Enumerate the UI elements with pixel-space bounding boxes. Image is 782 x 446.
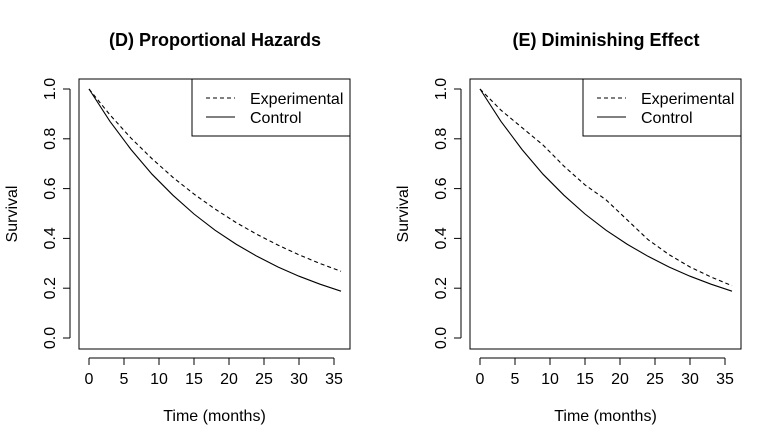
y-tick-label: 0.2 xyxy=(433,277,450,299)
chart-title: (D) Proportional Hazards xyxy=(109,30,321,50)
x-tick-label: 35 xyxy=(325,371,343,388)
y-tick-label: 0.0 xyxy=(433,327,450,349)
x-tick-label: 25 xyxy=(646,371,664,388)
legend: Experimental Control xyxy=(191,78,351,137)
chart-panel-0: (D) Proportional Hazards 0 5 10 15 20 25 30 35 0.… xyxy=(4,30,351,425)
legend-label-experimental: Experimental xyxy=(641,91,734,108)
series-line-experimental xyxy=(88,88,342,272)
x-tick-label: 35 xyxy=(716,371,734,388)
x-tick-label: 15 xyxy=(185,371,203,388)
legend-box xyxy=(582,78,742,137)
x-tick-label: 5 xyxy=(120,371,129,388)
x-tick-label: 0 xyxy=(476,371,485,388)
x-tick-label: 0 xyxy=(85,371,94,388)
plot-frame xyxy=(78,78,351,350)
y-tick-label: 0.4 xyxy=(42,227,59,249)
y-tick-label: 1.0 xyxy=(433,78,450,100)
legend-label-control: Control xyxy=(250,110,302,127)
legend-box xyxy=(191,78,351,137)
x-tick-label: 5 xyxy=(511,371,520,388)
y-tick-label: 0.6 xyxy=(42,177,59,199)
x-tick-label: 30 xyxy=(681,371,699,388)
y-tick-label: 0.6 xyxy=(433,177,450,199)
legend: Experimental Control xyxy=(582,78,742,137)
x-tick-label: 15 xyxy=(576,371,594,388)
y-tick-label: 0.4 xyxy=(433,227,450,249)
x-tick-label: 10 xyxy=(541,371,559,388)
x-tick-label: 10 xyxy=(150,371,168,388)
x-tick-label: 25 xyxy=(255,371,273,388)
series-line-experimental xyxy=(479,88,733,287)
plot-frame xyxy=(469,78,742,350)
y-axis-label: Survival xyxy=(4,186,21,243)
x-tick-label: 20 xyxy=(220,371,238,388)
x-tick-label: 20 xyxy=(611,371,629,388)
y-tick-label: 0.0 xyxy=(42,327,59,349)
legend-label-experimental: Experimental xyxy=(250,91,343,108)
chart-panel-1: (E) Diminishing Effect 0 5 10 15 20 25 30 35 0.0 0… xyxy=(395,30,742,425)
series-line-control xyxy=(479,88,733,292)
legend-label-control: Control xyxy=(641,110,693,127)
x-axis-label: Time (months) xyxy=(554,408,657,425)
y-tick-label: 0.8 xyxy=(433,128,450,150)
x-tick-label: 30 xyxy=(290,371,308,388)
series-line-control xyxy=(88,88,342,292)
y-axis-label: Survival xyxy=(395,186,412,243)
chart-title: (E) Diminishing Effect xyxy=(512,30,699,50)
y-tick-label: 0.8 xyxy=(42,128,59,150)
x-axis-label: Time (months) xyxy=(163,408,266,425)
y-tick-label: 1.0 xyxy=(42,78,59,100)
y-tick-label: 0.2 xyxy=(42,277,59,299)
